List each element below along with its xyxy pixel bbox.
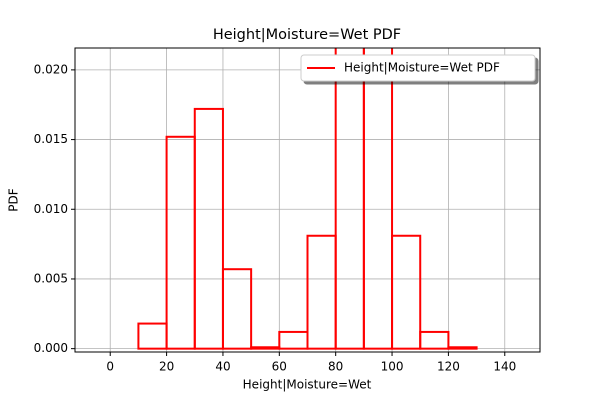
- axes-frame: [74, 47, 541, 353]
- y-tick-label: 0.015: [34, 132, 68, 146]
- x-tick-label: 40: [215, 360, 230, 374]
- plot-area: [137, 48, 478, 350]
- histogram-bar: [391, 234, 422, 350]
- histogram-bar: [362, 48, 394, 350]
- x-axis-label: Height|Moisture=Wet: [243, 378, 372, 392]
- histogram-bar: [221, 268, 253, 350]
- histogram-bar: [193, 107, 224, 350]
- x-tick-label: 120: [437, 360, 460, 374]
- x-tick-label: 80: [328, 360, 343, 374]
- x-tick-label: 20: [159, 360, 174, 374]
- y-tick-label: 0.010: [34, 202, 68, 216]
- legend-box: [300, 54, 536, 82]
- histogram-bar: [165, 135, 196, 350]
- histogram-bar: [447, 346, 478, 350]
- x-tick-label: 100: [381, 360, 404, 374]
- x-tick-label: 0: [106, 360, 114, 374]
- histogram-bar: [137, 322, 168, 350]
- legend: Height|Moisture=Wet PDF: [300, 54, 536, 82]
- histogram-bar: [306, 234, 337, 350]
- histogram-bar: [334, 48, 365, 350]
- histogram-bar: [250, 346, 281, 350]
- histogram-bar: [278, 330, 309, 350]
- y-tick-label: 0.005: [34, 271, 68, 285]
- x-tick-label: 140: [493, 360, 516, 374]
- y-tick-label: 0.000: [34, 341, 68, 355]
- y-axis-label: PDF: [7, 188, 21, 211]
- y-tick-label: 0.020: [34, 62, 68, 76]
- legend-label: Height|Moisture=Wet PDF: [344, 61, 500, 75]
- x-tick-label: 60: [272, 360, 287, 374]
- chart-title: Height|Moisture=Wet PDF: [213, 27, 401, 43]
- histogram-bar: [419, 330, 450, 350]
